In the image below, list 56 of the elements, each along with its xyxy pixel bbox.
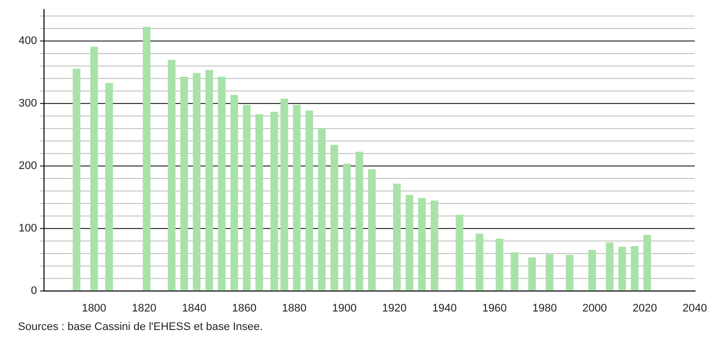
bar bbox=[270, 112, 278, 291]
bar bbox=[142, 26, 150, 291]
bar bbox=[192, 73, 201, 291]
bar bbox=[343, 164, 351, 291]
x-tick-label: 2000 bbox=[582, 302, 607, 314]
x-tick-label: 1820 bbox=[132, 302, 156, 314]
bar bbox=[546, 254, 554, 291]
x-tick-label: 1960 bbox=[482, 302, 507, 314]
bar bbox=[356, 152, 364, 291]
bar bbox=[255, 114, 264, 291]
bar bbox=[330, 144, 338, 291]
bar bbox=[430, 200, 438, 291]
source-note: Sources : base Cassini de l'EHESS et base Insee. bbox=[18, 320, 264, 334]
bar bbox=[205, 70, 214, 291]
bar bbox=[230, 94, 238, 291]
bar bbox=[496, 238, 504, 291]
bar bbox=[510, 252, 518, 291]
x-tick-label: 1940 bbox=[432, 302, 457, 314]
bar bbox=[280, 98, 288, 291]
bar bbox=[292, 104, 301, 291]
x-tick-label: 1920 bbox=[382, 302, 407, 314]
x-tick-label: 1840 bbox=[182, 302, 206, 314]
bar bbox=[630, 246, 639, 291]
x-tick-label: 1880 bbox=[282, 302, 307, 314]
x-tick-label: 1800 bbox=[82, 302, 106, 314]
bar bbox=[305, 110, 314, 291]
bar bbox=[606, 242, 614, 291]
bar bbox=[566, 254, 574, 291]
bar bbox=[90, 46, 98, 291]
bar bbox=[393, 184, 401, 291]
bar bbox=[418, 198, 426, 291]
y-tick-label: 300 bbox=[18, 97, 37, 110]
y-tick-label: 100 bbox=[18, 222, 37, 234]
x-tick-label: 1900 bbox=[332, 302, 357, 314]
bar bbox=[643, 234, 652, 291]
bar bbox=[72, 68, 80, 291]
y-tick-label: 400 bbox=[18, 34, 37, 47]
x-tick-label: 2020 bbox=[632, 302, 657, 314]
bar bbox=[242, 104, 251, 291]
bar bbox=[368, 169, 376, 291]
x-tick-label: 2040 bbox=[682, 302, 708, 314]
bar bbox=[456, 214, 464, 291]
x-tick-label: 1980 bbox=[532, 302, 557, 314]
bar bbox=[618, 246, 626, 291]
bar bbox=[406, 194, 414, 291]
bar bbox=[168, 60, 176, 291]
x-tick-label: 1860 bbox=[232, 302, 256, 314]
bar bbox=[318, 128, 326, 291]
y-tick-label: 200 bbox=[18, 160, 37, 172]
bar bbox=[218, 76, 226, 291]
bar bbox=[476, 234, 484, 291]
bar bbox=[528, 257, 536, 291]
bar bbox=[180, 76, 188, 291]
bar bbox=[588, 250, 596, 291]
bar bbox=[105, 83, 113, 291]
y-tick-label: 0 bbox=[30, 284, 37, 297]
